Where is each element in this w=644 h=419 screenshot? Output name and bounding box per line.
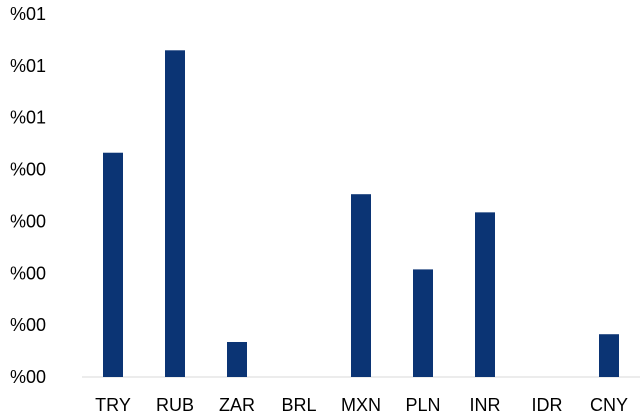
y-tick-label: %00 <box>10 315 46 335</box>
y-tick-label: %01 <box>10 108 46 128</box>
bar-cny <box>599 334 619 377</box>
x-tick-label-cny: CNY <box>590 395 628 415</box>
bar-pln <box>413 269 433 377</box>
x-tick-label-zar: ZAR <box>219 395 255 415</box>
x-tick-label-inr: INR <box>470 395 501 415</box>
bars <box>103 50 619 378</box>
x-tick-label-rub: RUB <box>156 395 194 415</box>
y-tick-label: %00 <box>10 211 46 231</box>
bar-rub <box>165 50 185 378</box>
bar-try <box>103 152 123 377</box>
x-axis-tick-labels: TRY RUB ZAR BRL MXN PLN INR IDR CNY <box>95 395 628 415</box>
x-tick-label-try: TRY <box>95 395 131 415</box>
y-tick-label: %00 <box>10 160 46 180</box>
x-tick-label-mxn: MXN <box>341 395 381 415</box>
x-tick-label-idr: IDR <box>532 395 563 415</box>
x-tick-label-pln: PLN <box>405 395 440 415</box>
x-tick-label-brl: BRL <box>281 395 316 415</box>
y-tick-label: %00 <box>10 263 46 283</box>
bar-zar <box>227 341 247 377</box>
y-tick-label: %01 <box>10 4 46 24</box>
y-tick-label: %01 <box>10 56 46 76</box>
y-tick-label: %00 <box>10 367 46 387</box>
bar-inr <box>475 212 495 377</box>
y-axis-tick-labels: %00 %00 %00 %00 %00 %01 %01 %01 <box>10 4 46 387</box>
bar-mxn <box>351 194 371 377</box>
